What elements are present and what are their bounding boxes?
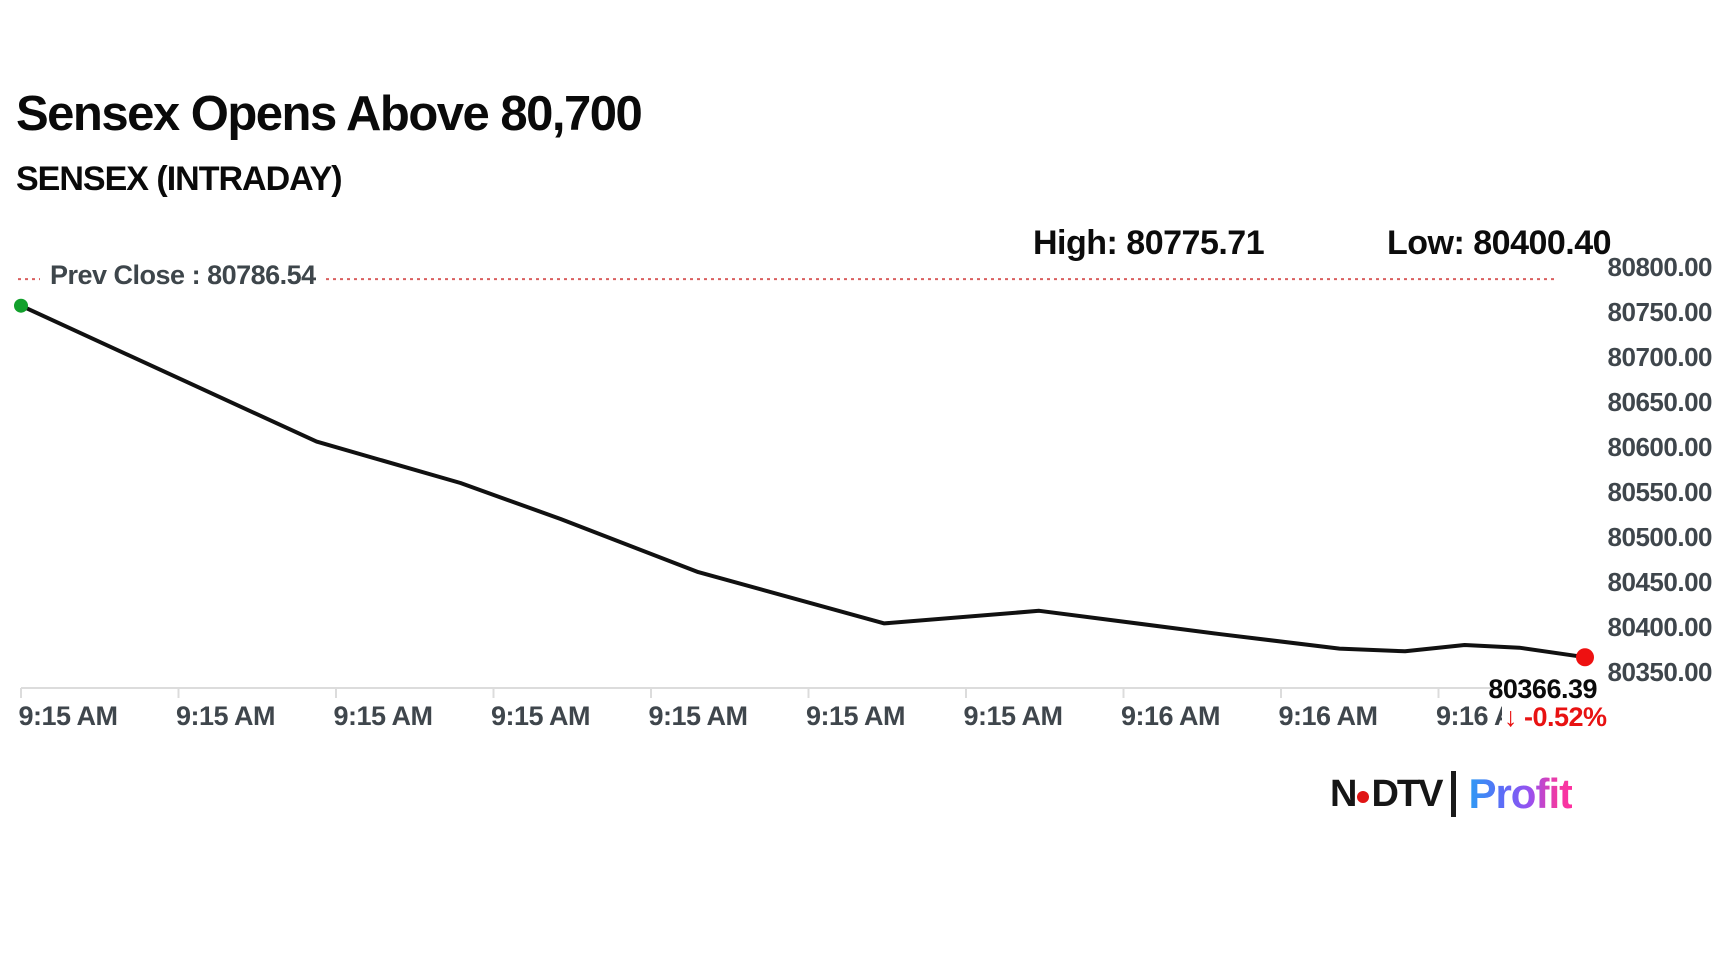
y-axis-tick-label: 80750.00 — [1607, 297, 1713, 327]
x-axis-tick-label: 9:15 AM — [333, 701, 433, 731]
product-text: Profit — [1468, 770, 1573, 817]
y-axis-tick-label: 80700.00 — [1607, 342, 1713, 372]
x-axis-tick-label: 9:15 AM — [805, 701, 906, 731]
brand-letters-dtv: DTV — [1371, 772, 1443, 815]
brand-text: N DTV — [1330, 772, 1443, 816]
y-axis-tick-label: 80800.00 — [1607, 252, 1713, 282]
high-value-label: High: 80775.71 — [1033, 224, 1265, 262]
logo-divider — [1451, 771, 1457, 817]
price-line — [19, 303, 1587, 660]
x-axis-tick-label: 9:16 AM — [1278, 701, 1378, 731]
x-axis-tick-label: 9:15 AM — [490, 701, 591, 731]
prev-close-label: Prev Close : 80786.54 — [40, 260, 326, 291]
last-price-label: 80366.39 — [1488, 674, 1597, 704]
y-axis-tick-label: 80650.00 — [1607, 387, 1713, 417]
y-axis-tick-label: 80600.00 — [1607, 432, 1713, 462]
change-percent-label: ↓ -0.52% — [1502, 702, 1611, 733]
low-value-label: Low: 80400.40 — [1387, 224, 1612, 262]
x-axis-tick-label: 9:15 AM — [175, 701, 276, 731]
last-price-marker-dot — [1576, 648, 1594, 667]
ndtv-profit-logo: N DTV Profit — [1330, 770, 1573, 818]
x-axis-tick-label: 9:15 AM — [648, 701, 748, 731]
page-title: Sensex Opens Above 80,700 — [16, 87, 643, 141]
open-marker-dot — [14, 298, 28, 313]
y-axis-tick-label: 80500.00 — [1607, 522, 1713, 552]
x-axis-tick-label: 9:15 AM — [963, 701, 1063, 731]
y-axis-tick-label: 80550.00 — [1607, 477, 1713, 507]
y-axis-tick-label: 80450.00 — [1607, 567, 1713, 597]
x-axis-tick-label: 9:15 AM — [18, 701, 118, 731]
chart-subtitle: SENSEX (INTRADAY) — [16, 160, 343, 198]
brand-letter-n: N — [1330, 772, 1357, 815]
y-axis-tick-label: 80350.00 — [1607, 657, 1713, 687]
red-dot-icon — [1357, 791, 1370, 803]
y-axis-tick-label: 80400.00 — [1607, 612, 1713, 642]
x-axis-tick-label: 9:16 AM — [1120, 701, 1221, 731]
